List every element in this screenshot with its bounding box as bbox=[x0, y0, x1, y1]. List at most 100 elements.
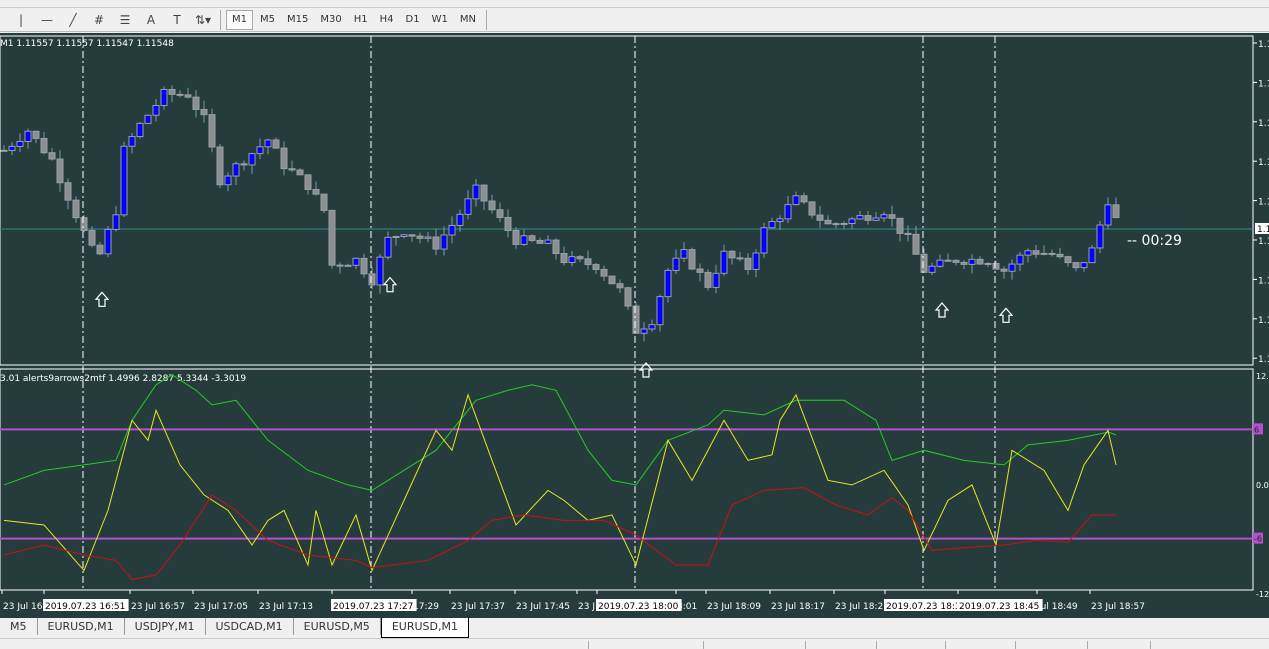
chart-canvas[interactable]: M1 1.11557 1.11557 1.11547 1.11548 -- 00:… bbox=[0, 33, 1269, 618]
candle bbox=[424, 232, 432, 243]
candle bbox=[304, 174, 312, 195]
time-axis-label: 23 Jul 17:45 bbox=[516, 602, 570, 612]
candle bbox=[720, 244, 728, 276]
candle bbox=[488, 194, 496, 214]
equidistant-channel-icon[interactable]: # bbox=[93, 12, 105, 27]
candle bbox=[536, 237, 544, 244]
candle bbox=[600, 265, 608, 281]
candle bbox=[992, 260, 1000, 271]
time-axis-label: 23 Jul 18:25 bbox=[835, 602, 889, 612]
candle bbox=[1072, 261, 1080, 272]
buy-arrow-icon bbox=[94, 291, 110, 307]
indicator-pane-border bbox=[0, 368, 1254, 591]
candle bbox=[744, 253, 752, 275]
candle bbox=[8, 142, 16, 156]
indicator-green-line bbox=[3, 374, 1117, 491]
candle bbox=[888, 205, 896, 227]
candle bbox=[472, 179, 480, 207]
time-axis-label: 23 Jul 17:13 bbox=[259, 602, 313, 612]
time-axis-label: 2019.07.23 18:3 bbox=[886, 602, 961, 612]
candle bbox=[552, 238, 560, 260]
timeframe-m15[interactable]: M15 bbox=[287, 14, 309, 25]
text-icon[interactable]: A bbox=[146, 12, 156, 27]
candle bbox=[832, 222, 840, 229]
indicator-axis-label: -12 bbox=[1256, 590, 1269, 599]
fibonacci-icon[interactable]: ☰ bbox=[119, 12, 131, 27]
candle bbox=[904, 225, 912, 242]
candle bbox=[544, 235, 552, 244]
candle bbox=[1104, 197, 1112, 230]
candle bbox=[568, 251, 576, 267]
candle bbox=[456, 209, 464, 233]
candle bbox=[576, 254, 584, 263]
timeframe-m5[interactable]: M5 bbox=[260, 14, 275, 25]
candle bbox=[656, 294, 664, 332]
toolbar-separator bbox=[485, 9, 487, 30]
candle bbox=[976, 256, 984, 265]
candle bbox=[848, 216, 856, 229]
timeframe-mn[interactable]: MN bbox=[459, 14, 476, 25]
candle bbox=[880, 211, 888, 222]
candle bbox=[1088, 244, 1096, 264]
countdown-label: -- 00:29 bbox=[1127, 233, 1182, 249]
arrows-dropdown-icon[interactable]: ⇅▾ bbox=[194, 12, 212, 27]
price-axis-label: 1.1 bbox=[1258, 79, 1269, 89]
candle bbox=[384, 231, 392, 260]
candle bbox=[264, 138, 272, 155]
time-highlight bbox=[331, 599, 417, 611]
timeframe-d1[interactable]: D1 bbox=[405, 14, 420, 25]
text-label-icon[interactable]: T bbox=[173, 12, 181, 27]
timeframe-m30[interactable]: M30 bbox=[320, 14, 342, 25]
candle bbox=[480, 184, 488, 211]
timeframe-w1[interactable]: W1 bbox=[431, 14, 448, 25]
time-highlight bbox=[884, 599, 965, 611]
candle bbox=[648, 319, 656, 332]
horizontal-line-icon[interactable]: — bbox=[41, 12, 53, 27]
candle bbox=[1024, 248, 1032, 263]
timeframe-m1[interactable]: M1 bbox=[226, 9, 253, 30]
candle bbox=[160, 86, 168, 110]
candle bbox=[520, 229, 528, 246]
candle bbox=[1040, 245, 1048, 256]
candle bbox=[208, 108, 216, 153]
candle bbox=[608, 275, 616, 285]
chart-tab[interactable]: EURUSD,M5 bbox=[294, 618, 381, 635]
chart-tab[interactable]: EURUSD,M1 bbox=[380, 618, 469, 638]
candle bbox=[672, 249, 680, 274]
candle bbox=[920, 248, 928, 273]
candle bbox=[864, 211, 872, 225]
timeframe-h4[interactable]: H4 bbox=[379, 14, 394, 25]
candle bbox=[216, 144, 224, 189]
time-axis-label: 23 Jul 17:05 bbox=[194, 602, 248, 612]
candle bbox=[856, 211, 864, 220]
time-highlight bbox=[596, 599, 682, 611]
candle bbox=[280, 141, 288, 176]
chart-window[interactable]: M1 1.11557 1.11557 1.11547 1.11548 -- 00:… bbox=[0, 33, 1269, 618]
chart-tab[interactable]: USDCAD,M1 bbox=[206, 618, 294, 635]
candle bbox=[584, 250, 592, 270]
candle bbox=[296, 168, 304, 176]
candle bbox=[368, 266, 376, 290]
candle bbox=[104, 226, 112, 258]
candle bbox=[784, 195, 792, 224]
candle bbox=[392, 235, 400, 246]
trendline-icon[interactable]: ╱ bbox=[69, 12, 77, 27]
candle bbox=[640, 322, 648, 342]
candle bbox=[928, 262, 936, 276]
price-axis-label: 1.1 bbox=[1258, 119, 1269, 129]
chart-tab[interactable]: EURUSD,M1 bbox=[38, 618, 125, 635]
vertical-line-icon[interactable]: | bbox=[18, 12, 24, 27]
toolbar: | — ╱ # ☰ A T ⇅▾ M1 M5 M15 M30 H1 H4 D1 W1 MN bbox=[0, 8, 1269, 32]
candle bbox=[136, 122, 144, 139]
buy-arrow-icon bbox=[934, 302, 950, 318]
time-axis-label: 2019.07.23 18:45 bbox=[959, 602, 1039, 612]
candle bbox=[1032, 244, 1040, 259]
candle bbox=[192, 89, 200, 118]
candle bbox=[808, 201, 816, 219]
chart-tab[interactable]: M5 bbox=[0, 618, 38, 635]
timeframe-h1[interactable]: H1 bbox=[353, 14, 368, 25]
candle bbox=[1112, 197, 1120, 219]
chart-tab[interactable]: USDJPY,M1 bbox=[125, 618, 206, 635]
time-axis-label: 2019.07.23 18:00 bbox=[598, 602, 679, 612]
price-axis-label: 1.1 bbox=[1258, 198, 1269, 208]
